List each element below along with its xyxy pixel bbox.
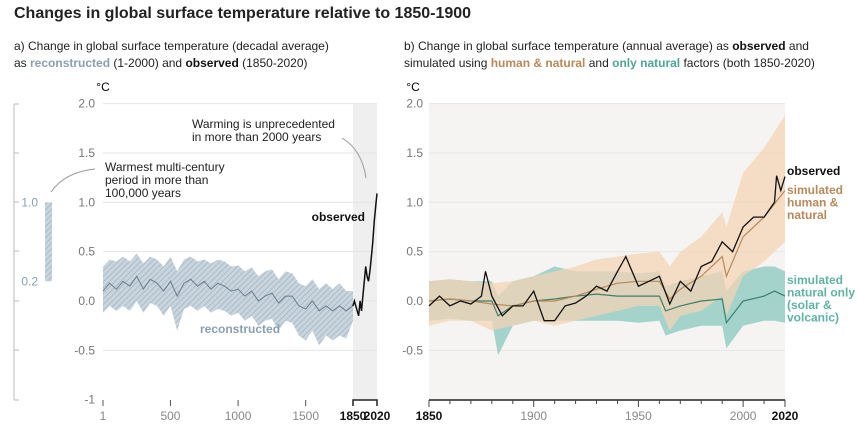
y-tick-label: 1.5 — [406, 146, 423, 160]
reconstructed-line — [102, 275, 354, 312]
y-tick-label: -1 — [84, 393, 95, 407]
y-tick-label: 1.0 — [78, 195, 95, 209]
annotation-warmest: Warmest multi-century — [105, 160, 225, 174]
x-tick-label: 1900 — [520, 409, 547, 423]
annotation-warmest: 100,000 years — [105, 186, 181, 200]
x-tick-label: 1 — [100, 409, 107, 423]
y-tick-label: 2.0 — [78, 97, 95, 111]
natural-only-line — [428, 290, 786, 325]
panel-b-line1: b) Change in global surface temperature … — [404, 39, 809, 53]
annotation-unprecedented: Warming is unprecedented — [192, 117, 335, 131]
panel-a-line1: a) Change in global surface temperature … — [14, 39, 329, 53]
y-tick-label: 0.5 — [406, 245, 423, 259]
x-tick-label: 1950 — [625, 409, 652, 423]
natural-only-label: simulated — [787, 273, 843, 287]
observed-line-b — [428, 175, 786, 322]
observed-label-a: observed — [312, 210, 365, 224]
recent-bracket — [352, 399, 378, 406]
y-tick-label: 0.0 — [78, 294, 95, 308]
x-tick-label: 2020 — [364, 409, 391, 423]
human-natural-label: simulated — [787, 183, 843, 197]
x-tick-label: 1850 — [340, 409, 367, 423]
human-natural-band — [429, 115, 785, 331]
y-tick-label: 1.5 — [78, 146, 95, 160]
side-bar-label: 0.2 — [21, 274, 38, 288]
natural-only-label: (solar & — [787, 298, 832, 312]
human-natural-label: natural — [787, 208, 827, 222]
reconstructed-label: reconstructed — [200, 322, 280, 336]
human-natural-line — [428, 190, 786, 307]
side-bar-label: 1.0 — [21, 195, 38, 209]
natural-only-label: natural only — [787, 286, 855, 300]
warmest-period-bar — [45, 202, 52, 282]
y-tick-label: 2.0 — [406, 97, 423, 111]
x-tick-label: 500 — [160, 409, 180, 423]
x-tick-label: 2000 — [730, 409, 757, 423]
observed-line-a — [352, 193, 378, 317]
natural-only-label: volcanic) — [787, 311, 839, 325]
x-tick-label: 2020 — [772, 409, 799, 423]
panel-b-unit: °C — [406, 80, 420, 94]
x-tick-label: 1850 — [416, 409, 443, 423]
y-tick-label: -0.5 — [402, 343, 423, 357]
y-tick-label: 0.0 — [406, 294, 423, 308]
panel-b-line2: simulated using human & natural and only… — [404, 56, 815, 70]
panel-a-unit: °C — [96, 80, 110, 94]
y-tick-label: 1.0 — [406, 195, 423, 209]
panel-a-subtitle: a) Change in global surface temperature … — [14, 38, 329, 72]
observed-label-b: observed — [787, 164, 840, 178]
human-natural-label: human & — [787, 196, 839, 210]
reconstructed-band — [103, 253, 353, 346]
figure-title: Changes in global surface temperature re… — [14, 5, 472, 22]
annotation-arrow — [50, 168, 96, 193]
annotation-unprecedented: in more than 2000 years — [192, 130, 321, 144]
panel-a-line2: as reconstructed (1-2000) and observed (… — [14, 56, 308, 70]
annotation-warmest: period in more than — [105, 173, 208, 187]
panel-b-subtitle: b) Change in global surface temperature … — [404, 38, 815, 72]
x-tick-label: 1000 — [225, 409, 252, 423]
y-tick-label: -0.5 — [74, 343, 95, 357]
annotation-arrow — [341, 137, 367, 179]
y-tick-label: 0.5 — [78, 245, 95, 259]
x-tick-label: 1500 — [292, 409, 319, 423]
